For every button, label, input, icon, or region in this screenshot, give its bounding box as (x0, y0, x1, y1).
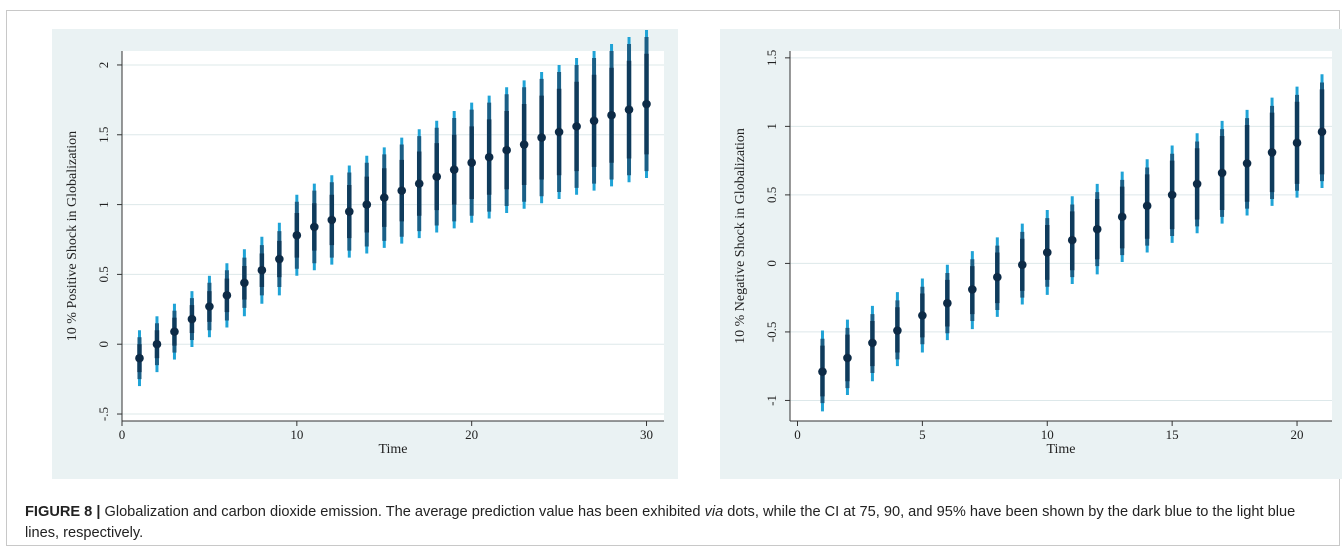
mean-point (1317, 127, 1327, 137)
y-tick-label: 0 (96, 341, 111, 348)
mean-point (292, 231, 302, 240)
caption-separator: | (96, 504, 101, 520)
mean-point (310, 222, 319, 232)
y-axis-title: 10 % Positive Shock in Globalization (65, 131, 80, 341)
mean-point (257, 265, 267, 275)
mean-point (1192, 179, 1202, 189)
x-tick-label: 15 (1166, 427, 1179, 442)
mean-point (818, 367, 827, 376)
mean-point (843, 353, 852, 363)
mean-point (572, 122, 581, 131)
y-tick-label: -0.5 (764, 322, 779, 343)
mean-point (240, 278, 249, 288)
mean-point (414, 179, 424, 188)
mean-point (943, 298, 952, 308)
mean-point (554, 127, 564, 137)
mean-point (1167, 190, 1177, 200)
mean-point (607, 110, 616, 120)
mean-point (432, 172, 442, 181)
x-tick-label: 0 (119, 427, 126, 442)
mean-point (449, 165, 459, 174)
x-axis-title: Time (378, 442, 407, 457)
x-axis-title: Time (1046, 442, 1075, 457)
y-tick-label: 1.5 (764, 50, 779, 66)
y-tick-label: 0.5 (764, 187, 779, 203)
y-tick-label: 1.5 (96, 127, 111, 143)
mean-point (589, 116, 599, 126)
mean-point (379, 193, 389, 202)
chart-panel-positive-shock: -.5 0 0.5 1 1.5 2 0 10 20 30 Time 10 % Positive Sho… (52, 29, 678, 479)
y-tick-label: 1 (764, 123, 779, 129)
mean-point (152, 339, 162, 349)
mean-point (135, 353, 144, 363)
y-tick-label: 2 (96, 62, 111, 69)
mean-point (519, 140, 529, 149)
plot-area (122, 51, 664, 421)
chart-panel-negative-shock: -1 -0.5 0 0.5 1 1.5 0 5 10 15 20 Time 10 % Negative … (720, 29, 1342, 479)
plot-area (790, 51, 1332, 421)
chart-negative-shock: -1 -0.5 0 0.5 1 1.5 0 5 10 15 20 Time 10 % Negative … (733, 50, 1332, 457)
mean-point (642, 99, 651, 109)
mean-point (344, 207, 354, 216)
mean-point (868, 338, 877, 348)
mean-point (222, 291, 232, 300)
mean-point (1092, 224, 1102, 234)
mean-point (484, 152, 494, 162)
mean-point (1267, 148, 1277, 157)
figure-caption: FIGURE 8 | Globalization and carbon dioxi… (25, 502, 1325, 544)
mean-point (1142, 201, 1152, 211)
mean-point (968, 285, 977, 294)
mean-point (205, 302, 214, 311)
caption-text-italic: via (704, 504, 724, 520)
figure-frame: -.5 0 0.5 1 1.5 2 0 10 20 30 Time 10 % Positive Sho… (6, 10, 1342, 546)
mean-point (1017, 260, 1027, 270)
mean-point (1117, 212, 1127, 222)
mean-point (1242, 159, 1252, 168)
y-tick-label: -.5 (96, 407, 111, 421)
mean-point (1042, 248, 1052, 257)
mean-point (187, 314, 197, 324)
mean-point (993, 272, 1002, 282)
mean-point (275, 254, 284, 264)
y-tick-label: 1 (96, 201, 111, 208)
mean-point (170, 327, 179, 336)
mean-point (893, 326, 902, 335)
figure-label: FIGURE 8 (25, 504, 93, 520)
mean-point (918, 311, 927, 320)
mean-point (624, 105, 634, 114)
y-tick-label: 0 (764, 260, 779, 267)
y-axis-title: 10 % Negative Shock in Globalization (733, 128, 748, 344)
mean-point (1292, 138, 1302, 148)
y-tick-label: -1 (764, 395, 779, 406)
x-tick-label: 20 (1291, 427, 1304, 442)
x-tick-label: 10 (290, 427, 303, 442)
x-tick-label: 5 (919, 427, 926, 442)
x-tick-label: 10 (1041, 427, 1054, 442)
x-tick-label: 0 (794, 427, 801, 442)
caption-text-before: Globalization and carbon dioxide emissio… (104, 504, 705, 520)
caption-text-after: dots, while the CI at 75, 90, and 95% ha… (25, 504, 1296, 541)
x-tick-label: 30 (640, 427, 653, 442)
mean-point (502, 145, 511, 155)
mean-point (397, 186, 407, 195)
mean-point (327, 215, 337, 225)
x-tick-label: 20 (465, 427, 478, 442)
mean-point (1067, 235, 1077, 245)
mean-point (1217, 168, 1227, 178)
mean-point (537, 133, 546, 142)
mean-point (467, 158, 476, 167)
y-tick-label: 0.5 (96, 266, 111, 282)
mean-point (362, 200, 372, 209)
